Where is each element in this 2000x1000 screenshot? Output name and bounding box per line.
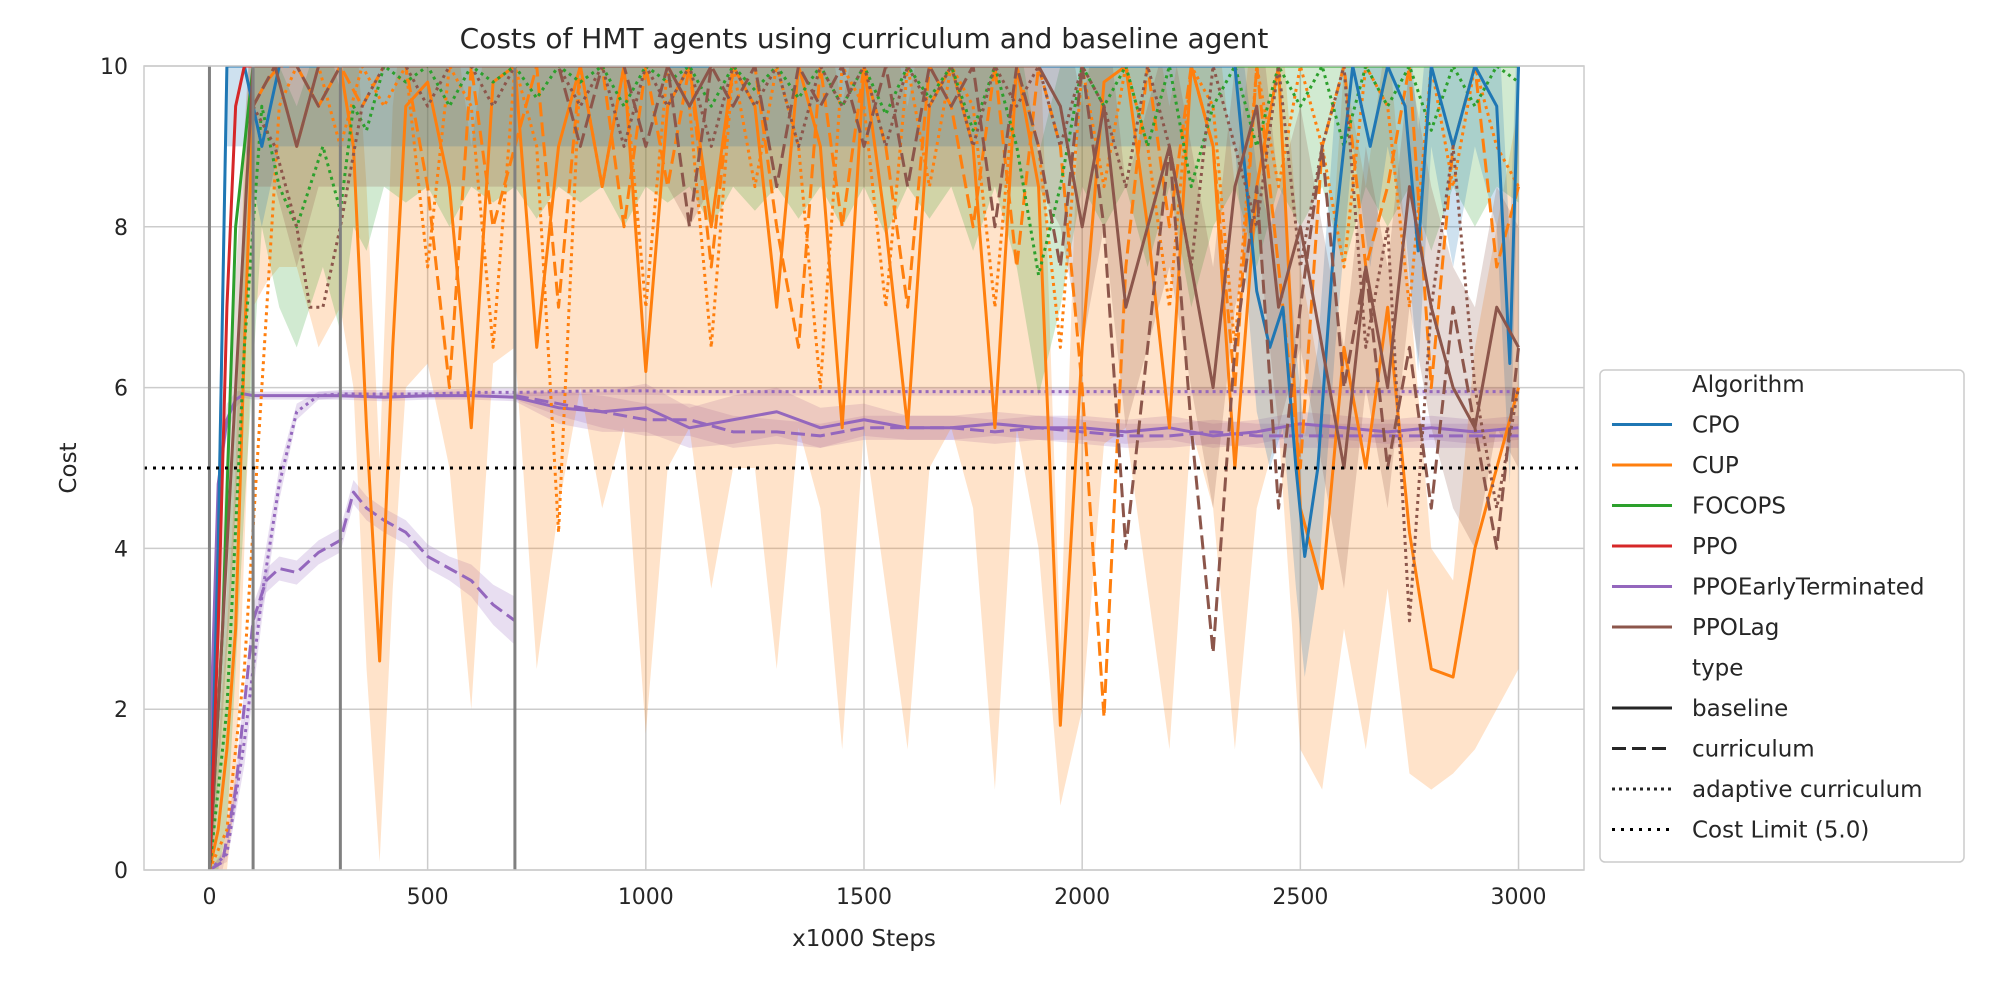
y-tick-label: 8 (114, 216, 128, 241)
legend-entry: curriculum (1692, 737, 1815, 763)
confidence-band (209, 383, 1519, 778)
legend-entry: CUP (1692, 453, 1739, 479)
legend-heading: Algorithm (1692, 372, 1805, 398)
legend-entry: PPOLag (1692, 615, 1779, 641)
x-tick-label: 1000 (618, 885, 674, 910)
series-line (251, 66, 1521, 655)
y-tick-label: 6 (114, 377, 128, 402)
legend-entry: Cost Limit (5.0) (1692, 818, 1869, 844)
legend-heading: type (1692, 656, 1743, 682)
tick-labels: 0 500 1000 1500 2000 2500 3000 0 2 4 6 8 10 (100, 55, 1547, 910)
series-line (207, 66, 1521, 870)
legend: Algorithm CPO CUP FOCOPS PPO PPOEarlyTerminat… (1599, 369, 1965, 863)
legend-entry: adaptive curriculum (1692, 777, 1923, 803)
chart-title: Costs of HMT agents using curriculum and… (460, 22, 1269, 55)
legend-entry: PPO (1692, 534, 1738, 560)
x-tick-label: 1500 (836, 885, 892, 910)
series-line (207, 392, 1519, 766)
x-tick-label: 500 (407, 885, 449, 910)
y-tick-label: 2 (114, 698, 128, 723)
confidence-band (514, 391, 1519, 448)
plot-frame (143, 65, 1585, 871)
series-line (207, 66, 254, 870)
x-tick-label: 2000 (1054, 885, 1110, 910)
confidence-band (209, 480, 515, 870)
x-tick-label: 2500 (1272, 885, 1328, 910)
x-tick-label: 3000 (1491, 885, 1547, 910)
y-tick-label: 10 (100, 55, 128, 80)
legend-entry: FOCOPS (1692, 494, 1786, 520)
y-axis-label: Cost (56, 442, 82, 493)
legend-box (1599, 369, 1965, 863)
series-line (208, 490, 516, 870)
series-line (207, 66, 1520, 870)
series-line (251, 66, 1520, 719)
legend-entry: PPOEarlyTerminated (1692, 575, 1925, 601)
x-axis-label: x1000 Steps (792, 926, 936, 952)
y-tick-label: 0 (114, 859, 128, 884)
legend-entry: CPO (1692, 413, 1740, 439)
x-tick-label: 0 (202, 885, 216, 910)
legend-entry: baseline (1692, 696, 1788, 722)
y-tick-label: 4 (114, 537, 128, 562)
series-line (514, 394, 1519, 438)
